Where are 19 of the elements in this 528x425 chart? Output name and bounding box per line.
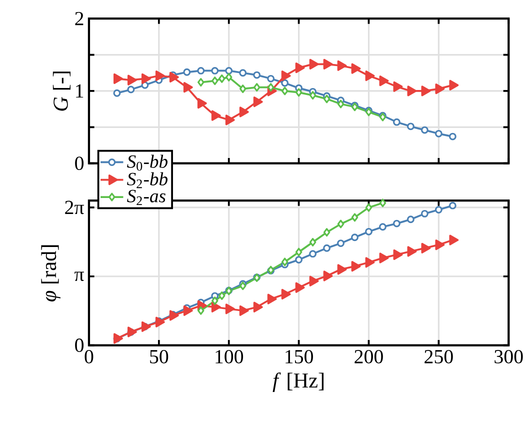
y-tick-label: 2π [65, 200, 84, 214]
x-tick-label: 250 [424, 350, 453, 364]
y-tick-label: 1 [76, 84, 84, 98]
legend-label: S$_{2}$-as [127, 190, 166, 206]
legend-label: S$_{2}$-bb [127, 172, 168, 188]
y-axis-title: G [-] [52, 72, 71, 111]
y-tick-label: 0 [75, 338, 84, 352]
x-axis-title: f [Hz] [272, 372, 324, 392]
x-tick-label: 50 [150, 350, 168, 364]
x-tick-label: 100 [216, 350, 244, 364]
y-tick-label: 2 [75, 12, 84, 26]
legend-label: S$_{0}$-bb [127, 154, 168, 171]
y-tick-label: π [74, 272, 84, 282]
x-tick-label: 150 [286, 350, 313, 364]
y-tick-label: 0 [75, 156, 84, 170]
x-tick-label: 0 [84, 350, 94, 364]
y-axis-title: φ [rad] [41, 245, 60, 302]
x-tick-label: 300 [494, 350, 523, 364]
x-tick-label: 200 [354, 350, 383, 364]
